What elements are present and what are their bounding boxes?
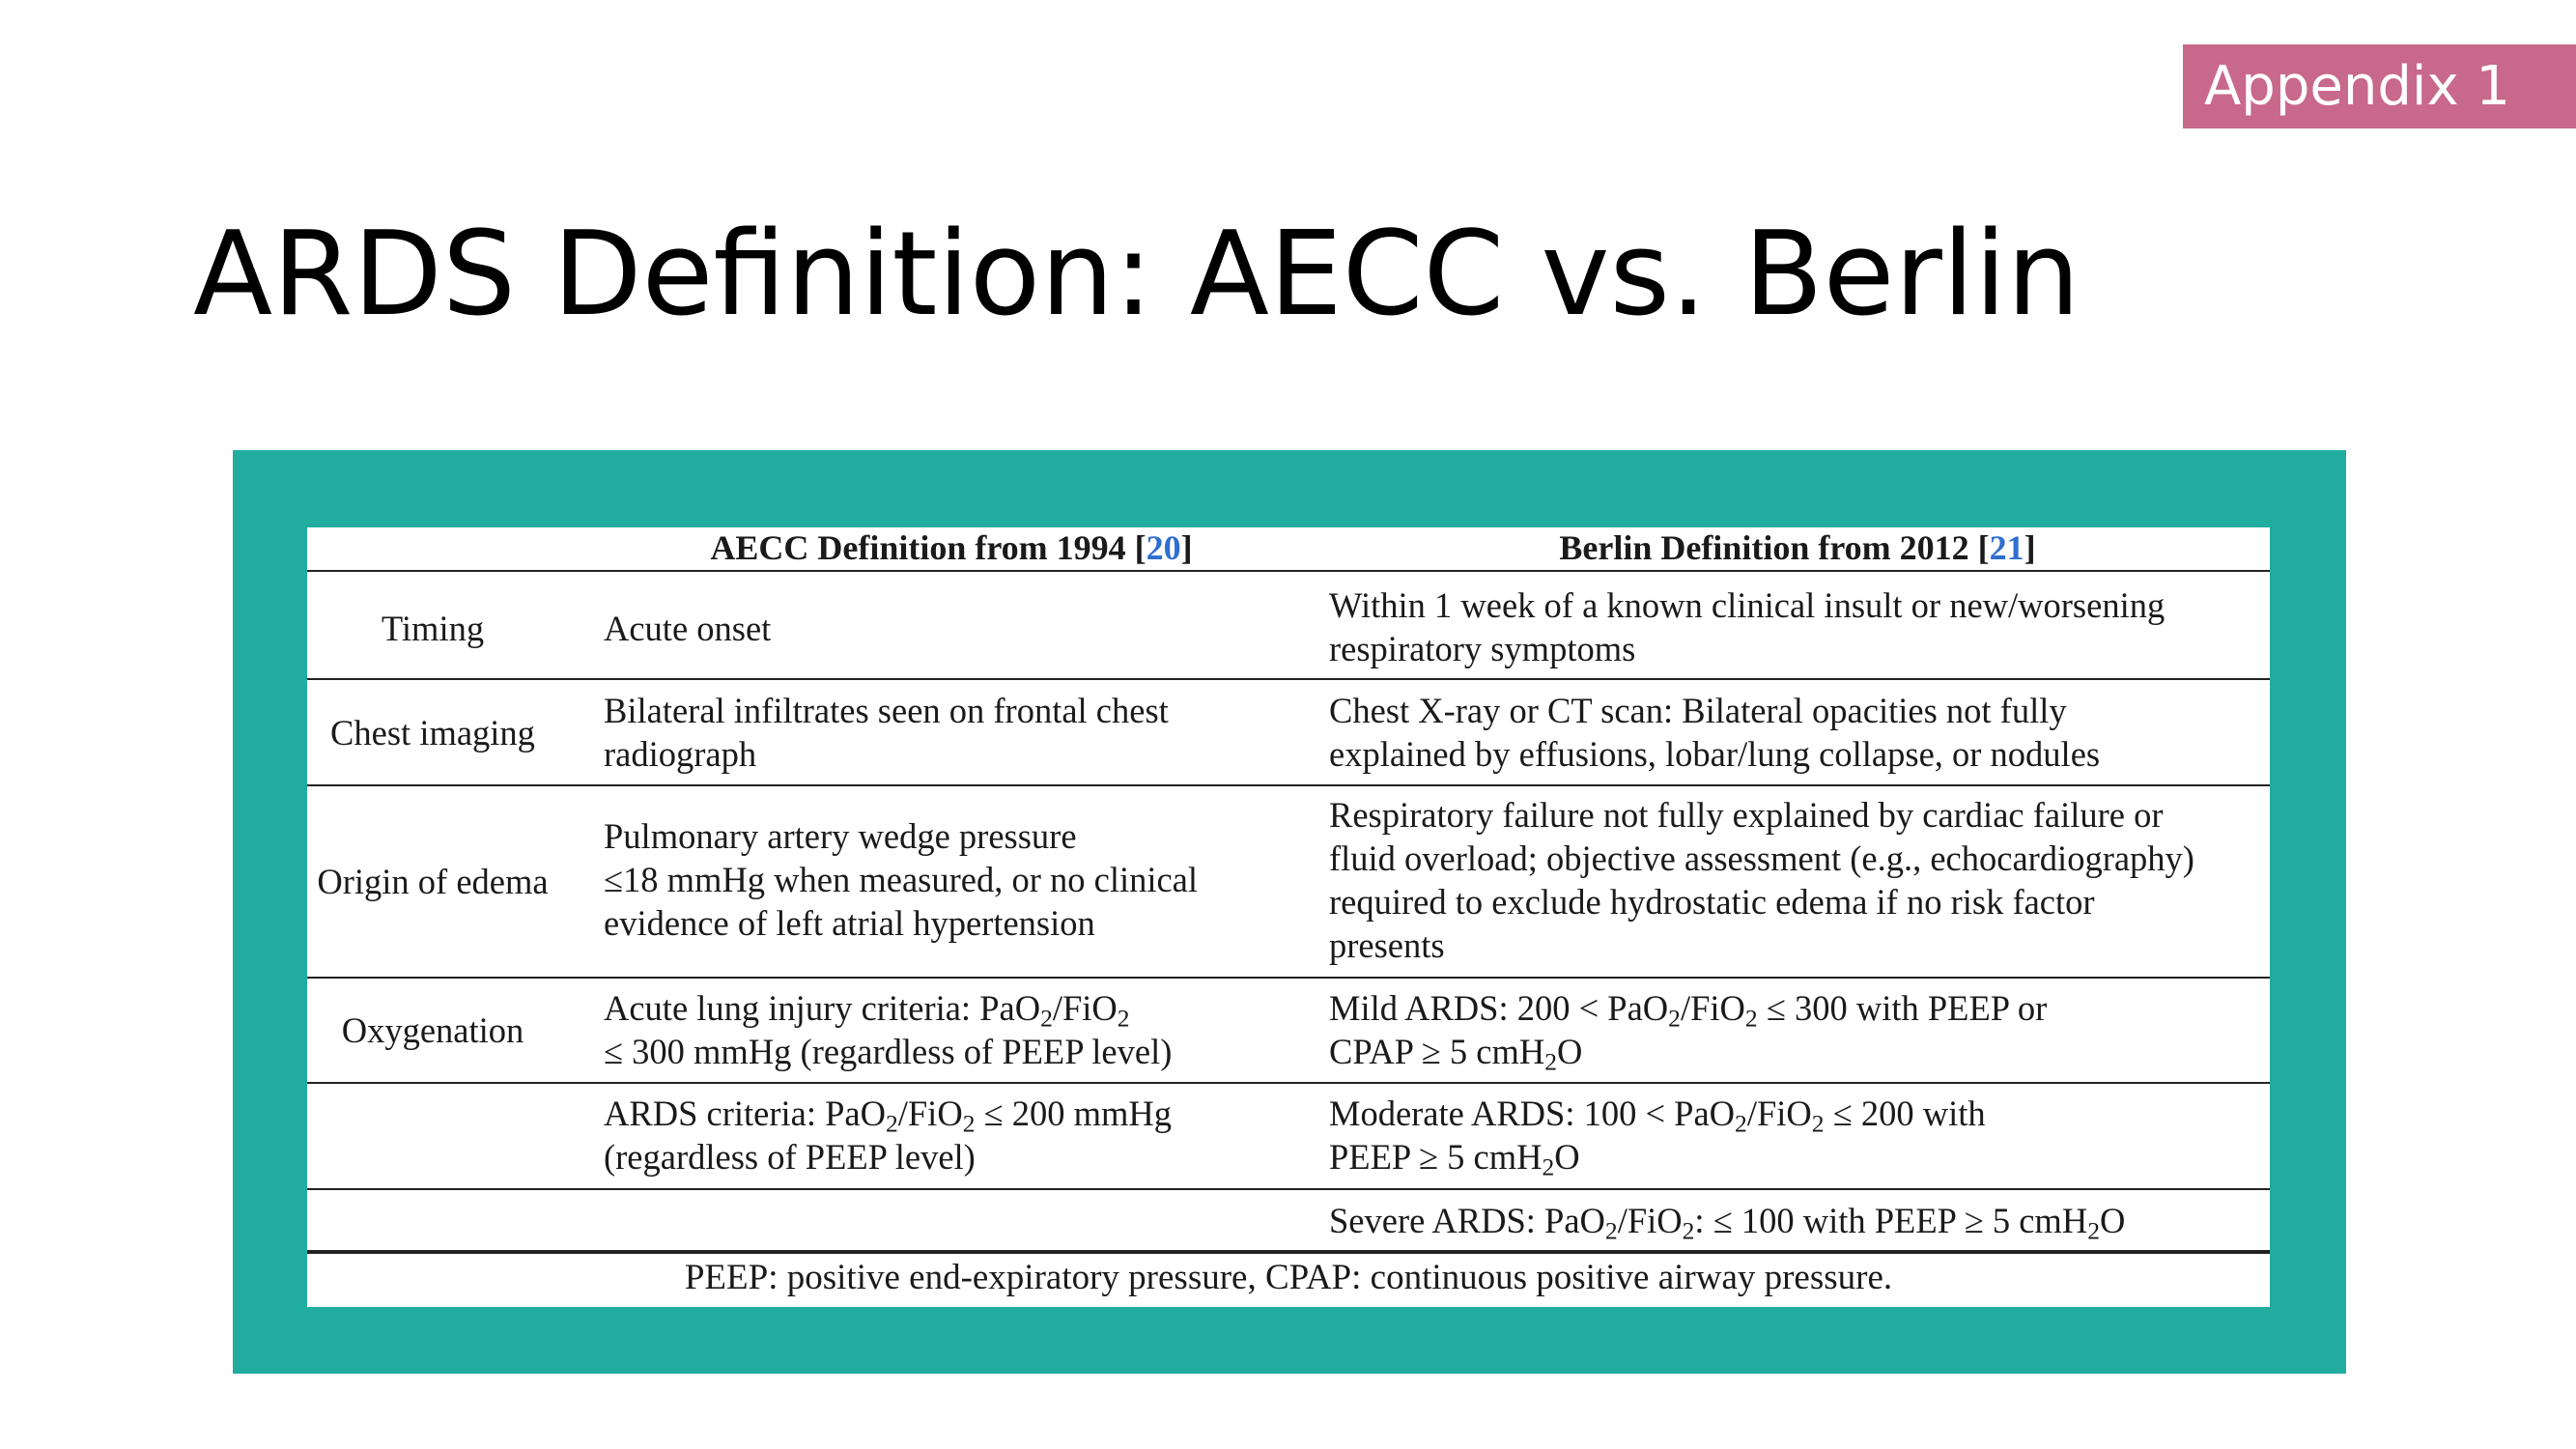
edema-aecc-line2: ≤18 mmHg when measured, or no clinical — [604, 860, 1199, 899]
row-label-origin-of-edema: Origin of edema — [317, 862, 549, 901]
header-aecc: AECC Definition from 1994 [20] — [710, 528, 1193, 567]
imaging-aecc-line2: radiograph — [604, 734, 757, 774]
edema-berlin-line2: fluid overload; objective assessment (e.… — [1329, 838, 2194, 878]
moderate-ards-line2: PEEP ≥ 5 cmH2O — [1329, 1137, 1580, 1181]
imaging-berlin-line1: Chest X-ray or CT scan: Bilateral opacit… — [1329, 691, 2067, 730]
edema-aecc-line3: evidence of left atrial hypertension — [604, 903, 1095, 943]
row-label-oxygenation: Oxygenation — [341, 1010, 524, 1050]
edema-berlin-line4: presents — [1329, 925, 1445, 965]
timing-berlin-line1: Within 1 week of a known clinical insult… — [1329, 585, 2166, 625]
header-berlin: Berlin Definition from 2012 []21] — [1559, 528, 2036, 567]
table-footnote: PEEP: positive end-expiratory pressure, … — [684, 1258, 1893, 1297]
mild-ards-line1: Mild ARDS: 200 < PaO2/FiO2 ≤ 300 with PE… — [1329, 988, 2048, 1033]
edema-berlin-line1: Respiratory failure not fully explained … — [1329, 795, 2164, 835]
oxygenation-aecc-line2: ≤ 300 mmHg (regardless of PEEP level) — [604, 1032, 1173, 1071]
row-label-timing: Timing — [381, 609, 485, 648]
imaging-aecc-line1: Bilateral infiltrates seen on frontal ch… — [604, 691, 1169, 730]
appendix-badge: Appendix 1 — [2183, 44, 2576, 128]
slide-title: ARDS Definition: AECC vs. Berlin — [193, 208, 2081, 342]
oxygenation-aecc-line1: Acute lung injury criteria: PaO2/FiO2 — [604, 988, 1130, 1033]
row-label-chest-imaging: Chest imaging — [330, 713, 535, 753]
ref-link-20[interactable]: 20 — [1146, 528, 1181, 567]
definition-table: AECC Definition from 1994 [20] Berlin De… — [307, 527, 2270, 1307]
mild-ards-line2: CPAP ≥ 5 cmH2O — [1329, 1032, 1583, 1076]
edema-aecc-line1: Pulmonary artery wedge pressure — [604, 816, 1077, 856]
timing-aecc: Acute onset — [604, 609, 772, 648]
severe-ards: Severe ARDS: PaO2/FiO2: ≤ 100 with PEEP … — [1329, 1201, 2126, 1245]
edema-berlin-line3: required to exclude hydrostatic edema if… — [1329, 882, 2095, 922]
ards-criteria-aecc-line2: (regardless of PEEP level) — [604, 1137, 976, 1177]
ref-link-21-text[interactable]: 21 — [1989, 528, 2024, 567]
imaging-berlin-line2: explained by effusions, lobar/lung colla… — [1329, 734, 2101, 774]
moderate-ards-line1: Moderate ARDS: 100 < PaO2/FiO2 ≤ 200 wit… — [1329, 1094, 1986, 1138]
ards-criteria-aecc-line1: ARDS criteria: PaO2/FiO2 ≤ 200 mmHg — [604, 1094, 1173, 1138]
timing-berlin-line2: respiratory symptoms — [1329, 629, 1636, 668]
